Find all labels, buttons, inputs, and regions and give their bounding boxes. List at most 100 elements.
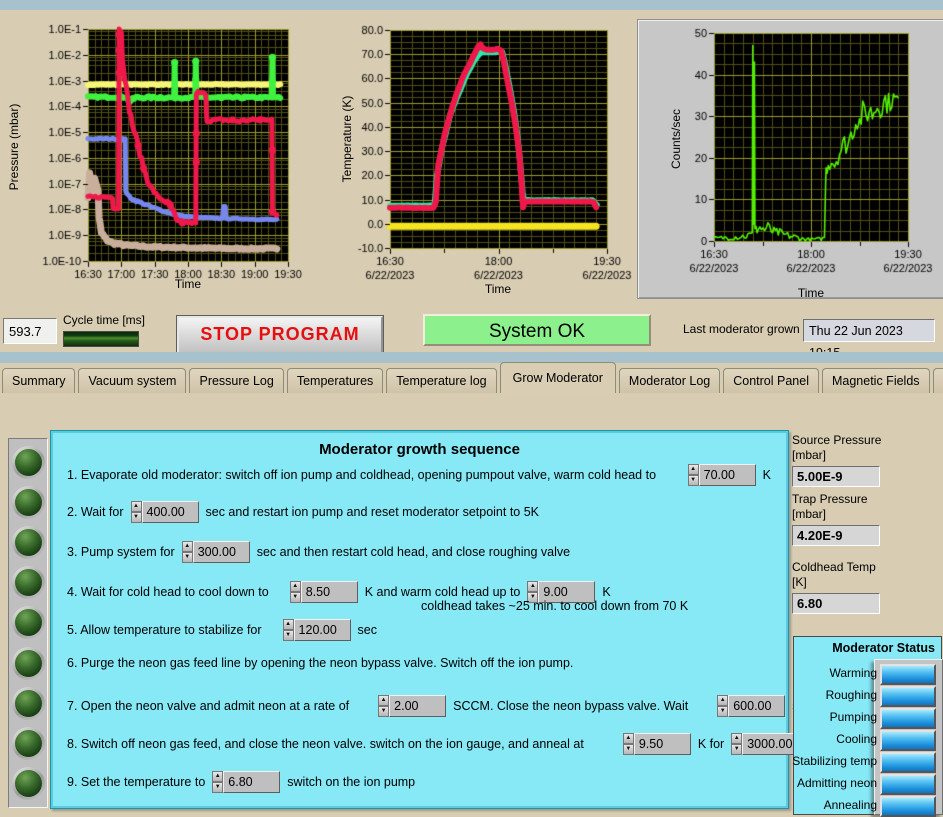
step-text: K <box>762 468 771 482</box>
source-pressure-readout: Source Pressure [mbar] 5.00E-9 <box>792 433 942 487</box>
status-label: Annealing <box>823 798 877 812</box>
step-text: 7. Open the neon valve and admit neon at… <box>67 699 350 713</box>
cycle-time-label: Cycle time [ms] <box>63 313 146 327</box>
numeric-value[interactable]: 400.00 <box>141 501 199 523</box>
status-label: Stabilizing temp <box>792 754 877 768</box>
numeric-input[interactable]: ▲ ▼ 70.00 <box>687 464 756 486</box>
numeric-value[interactable]: 6.80 <box>223 771 281 793</box>
status-label: Roughing <box>825 688 877 702</box>
decrement-icon[interactable]: ▼ <box>717 706 729 717</box>
numeric-input[interactable]: ▲ ▼ 300.00 <box>181 541 250 563</box>
increment-icon[interactable]: ▲ <box>212 771 224 782</box>
increment-icon[interactable]: ▲ <box>378 695 390 706</box>
numeric-value[interactable]: 70.00 <box>698 464 756 486</box>
increment-icon[interactable]: ▲ <box>717 695 729 706</box>
numeric-value[interactable]: 300.00 <box>192 541 250 563</box>
tab-error-monitor[interactable]: Error Monitor <box>932 368 943 393</box>
step-4: 4. Wait for cold head to cool down to ▲ ▼ 8… <box>67 581 778 603</box>
step-text: SCCM. Close the neon bypass valve. Wait <box>453 699 689 713</box>
numeric-input[interactable]: ▲ ▼ 600.00 <box>717 695 786 717</box>
counts-x-axis-label: Time <box>797 286 825 300</box>
pressure-y-axis-label: Pressure (mbar) <box>7 103 21 191</box>
step-6: 6. Purge the neon gas feed line by openi… <box>67 656 778 670</box>
decrement-icon[interactable]: ▼ <box>282 630 294 641</box>
increment-icon[interactable]: ▲ <box>687 464 699 475</box>
increment-icon[interactable]: ▲ <box>527 581 539 592</box>
step-text: sec and restart ion pump and reset moder… <box>205 505 540 519</box>
numeric-value[interactable]: 8.50 <box>300 581 358 603</box>
decrement-icon[interactable]: ▼ <box>212 782 224 793</box>
numeric-input[interactable]: ▲ ▼ 9.00 <box>527 581 596 603</box>
tab-control-panel[interactable]: Control Panel <box>723 368 819 393</box>
status-led <box>11 686 45 720</box>
tab-bar: Summary Vacuum system Pressure Log Temperat… <box>2 362 943 393</box>
status-indicator <box>880 774 936 795</box>
tab-summary[interactable]: Summary <box>2 368 76 393</box>
tab-vacuum-system[interactable]: Vacuum system <box>78 368 187 393</box>
status-indicator <box>880 708 936 729</box>
status-led <box>11 606 45 640</box>
numeric-value[interactable]: 120.00 <box>293 619 351 641</box>
source-pressure-value: 5.00E-9 <box>792 466 880 487</box>
green-led-icon <box>14 609 42 637</box>
numeric-input[interactable]: ▲ ▼ 8.50 <box>289 581 358 603</box>
green-led-icon <box>14 449 42 477</box>
decrement-icon[interactable]: ▼ <box>622 744 634 755</box>
status-row-warming: Warming <box>794 664 941 685</box>
numeric-input[interactable]: ▲ ▼ 9.50 <box>622 733 691 755</box>
decrement-icon[interactable]: ▼ <box>731 744 743 755</box>
status-led <box>11 566 45 600</box>
green-led-icon <box>14 489 42 517</box>
stop-program-button[interactable]: STOP PROGRAM <box>176 315 384 357</box>
decrement-icon[interactable]: ▼ <box>289 592 301 603</box>
decrement-icon[interactable]: ▼ <box>687 475 699 486</box>
increment-icon[interactable]: ▲ <box>289 581 301 592</box>
step-text: 5. Allow temperature to stabilize for <box>67 623 262 637</box>
numeric-input[interactable]: ▲ ▼ 2.00 <box>378 695 447 717</box>
status-indicator <box>880 730 936 751</box>
coldhead-temp-label: Coldhead Temp <box>792 560 876 574</box>
numeric-input[interactable]: ▲ ▼ 6.80 <box>212 771 281 793</box>
tab-temperatures[interactable]: Temperatures <box>286 368 384 393</box>
tab-grow-moderator[interactable]: Grow Moderator <box>499 362 616 393</box>
status-row-pumping: Pumping <box>794 708 941 729</box>
numeric-value[interactable]: 600.00 <box>728 695 786 717</box>
tab-magnetic-fields[interactable]: Magnetic Fields <box>821 368 930 393</box>
increment-icon[interactable]: ▲ <box>622 733 634 744</box>
green-led-icon <box>14 729 42 757</box>
decrement-icon[interactable]: ▼ <box>527 592 539 603</box>
green-led-icon <box>14 569 42 597</box>
step-text: 6. Purge the neon gas feed line by openi… <box>67 656 574 670</box>
numeric-value[interactable]: 2.00 <box>389 695 447 717</box>
numeric-value[interactable]: 9.50 <box>633 733 691 755</box>
step-9: 9. Set the temperature to ▲ ▼ 6.80 switch on… <box>67 771 778 793</box>
tab-temperature-log[interactable]: Temperature log <box>386 368 497 393</box>
increment-icon[interactable]: ▲ <box>731 733 743 744</box>
numeric-value[interactable]: 3000.00 <box>742 733 800 755</box>
decrement-icon[interactable]: ▼ <box>181 552 193 563</box>
decrement-icon[interactable]: ▼ <box>378 706 390 717</box>
step-5: 5. Allow temperature to stabilize for ▲ ▼ 1… <box>67 619 778 641</box>
coldhead-note: coldhead takes ~25 min. to cool down fro… <box>421 599 689 613</box>
step-text: 3. Pump system for <box>67 545 175 559</box>
step-text: switch on the ion pump <box>287 775 416 789</box>
tab-strip-band <box>0 352 943 363</box>
step-text: 9. Set the temperature to <box>67 775 206 789</box>
step-2: 2. Wait for ▲ ▼ 400.00 sec and restart ion p… <box>67 501 778 523</box>
top-strip <box>0 0 943 10</box>
tab-pressure-log[interactable]: Pressure Log <box>189 368 284 393</box>
green-led-icon <box>14 649 42 677</box>
status-label: Warming <box>829 666 877 680</box>
numeric-input[interactable]: ▲ ▼ 400.00 <box>130 501 199 523</box>
decrement-icon[interactable]: ▼ <box>130 512 142 523</box>
increment-icon[interactable]: ▲ <box>181 541 193 552</box>
increment-icon[interactable]: ▲ <box>130 501 142 512</box>
increment-icon[interactable]: ▲ <box>282 619 294 630</box>
grow-moderator-panel: Moderator growth sequence 1. Evaporate o… <box>50 430 826 809</box>
numeric-input[interactable]: ▲ ▼ 3000.00 <box>731 733 800 755</box>
numeric-value[interactable]: 9.00 <box>538 581 596 603</box>
status-led <box>11 646 45 680</box>
tab-moderator-log[interactable]: Moderator Log <box>618 368 721 393</box>
numeric-input[interactable]: ▲ ▼ 120.00 <box>282 619 351 641</box>
step-text: sec <box>357 623 377 637</box>
